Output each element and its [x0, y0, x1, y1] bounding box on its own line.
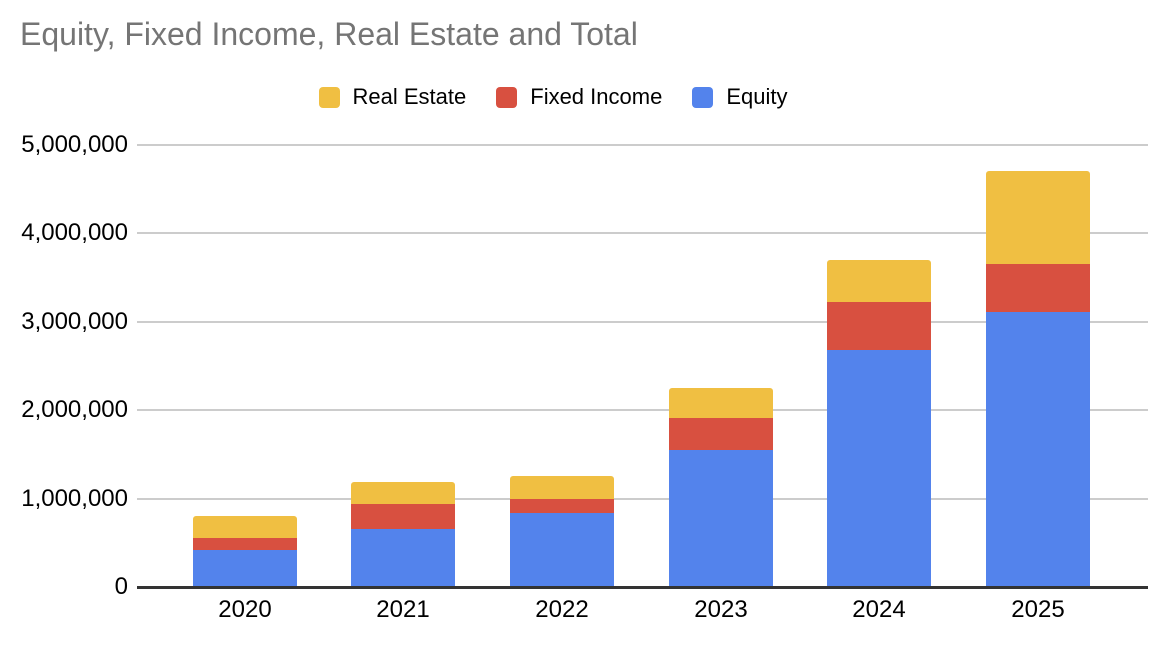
- legend-swatch-equity-icon: [692, 86, 714, 108]
- legend-label-real-estate: Real Estate: [352, 84, 467, 109]
- bar-segment-fixed-income-2020[interactable]: [193, 538, 297, 550]
- x-axis-label-2023: 2023: [694, 596, 748, 623]
- bar-segment-fixed-income-2023[interactable]: [669, 418, 773, 450]
- bar-segment-real-estate-2021[interactable]: [351, 482, 455, 504]
- bar-segment-equity-2022[interactable]: [510, 513, 614, 587]
- bar-segment-equity-2025[interactable]: [986, 312, 1090, 587]
- chart-title: Equity, Fixed Income, Real Estate and To…: [20, 16, 638, 52]
- y-axis-tick-label: 2,000,000: [21, 396, 128, 423]
- gridline: [137, 144, 1148, 146]
- bar-segment-equity-2023[interactable]: [669, 450, 773, 587]
- bar-segment-fixed-income-2022[interactable]: [510, 499, 614, 513]
- bar-segment-fixed-income-2024[interactable]: [827, 302, 931, 350]
- legend-label-equity: Equity: [726, 84, 788, 109]
- x-axis-label-2024: 2024: [852, 596, 906, 623]
- legend: Real Estate Fixed Income Equity: [0, 84, 1106, 110]
- y-axis-tick-label: 5,000,000: [21, 131, 128, 158]
- x-axis-label-2021: 2021: [376, 596, 430, 623]
- bar-segment-fixed-income-2025[interactable]: [986, 264, 1090, 312]
- bar-segment-equity-2020[interactable]: [193, 550, 297, 587]
- bar-segment-equity-2024[interactable]: [827, 350, 931, 587]
- bar-segment-real-estate-2020[interactable]: [193, 516, 297, 538]
- legend-item-real-estate[interactable]: Real Estate: [318, 84, 467, 110]
- gridline: [137, 321, 1148, 323]
- legend-swatch-fixed-income-icon: [496, 86, 518, 108]
- x-axis-label-2020: 2020: [218, 596, 272, 623]
- gridline: [137, 498, 1148, 500]
- y-axis-tick-label: 0: [114, 573, 128, 600]
- gridline: [137, 232, 1148, 234]
- bar-segment-equity-2021[interactable]: [351, 529, 455, 587]
- y-axis-tick-label: 4,000,000: [21, 219, 128, 246]
- legend-item-equity[interactable]: Equity: [692, 84, 787, 110]
- x-axis-label-2025: 2025: [1011, 596, 1065, 623]
- y-axis-tick-label: 1,000,000: [21, 485, 128, 512]
- legend-item-fixed-income[interactable]: Fixed Income: [496, 84, 662, 110]
- bar-segment-real-estate-2022[interactable]: [510, 476, 614, 499]
- bar-segment-fixed-income-2021[interactable]: [351, 504, 455, 529]
- bar-segment-real-estate-2025[interactable]: [986, 171, 1090, 264]
- bar-segment-real-estate-2024[interactable]: [827, 260, 931, 302]
- bar-segment-real-estate-2023[interactable]: [669, 388, 773, 418]
- y-axis-tick-label: 3,000,000: [21, 308, 128, 335]
- legend-label-fixed-income: Fixed Income: [530, 84, 663, 109]
- legend-swatch-real-estate-icon: [318, 86, 340, 108]
- x-axis-label-2022: 2022: [535, 596, 589, 623]
- x-axis-baseline: [137, 586, 1148, 589]
- gridline: [137, 409, 1148, 411]
